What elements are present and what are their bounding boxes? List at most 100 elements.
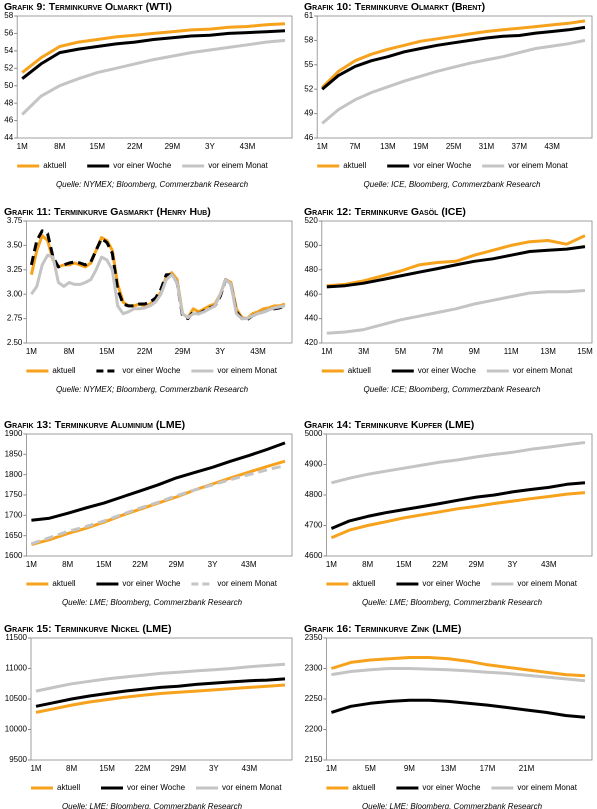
series-line bbox=[35, 677, 286, 708]
y-tick-label: 2250 bbox=[305, 694, 323, 703]
legend-label: vor einem Monat bbox=[508, 161, 568, 170]
legend-label: aktuell bbox=[57, 783, 80, 792]
legend-label: vor einer Woche bbox=[122, 579, 181, 588]
y-tick-label: 2150 bbox=[305, 755, 323, 764]
series-line bbox=[326, 245, 586, 289]
x-tick-label: 29M bbox=[469, 560, 485, 569]
legend-label: aktuell bbox=[352, 783, 375, 792]
x-tick-label: 31M bbox=[479, 142, 495, 151]
legend-label: aktuell bbox=[343, 161, 366, 170]
series-line bbox=[330, 481, 586, 530]
x-tick-label: 43M bbox=[250, 347, 266, 356]
source-note: Quelle: NYMEX; Bloomberg, Commerzbank Re… bbox=[56, 385, 249, 394]
y-tick-label: 50 bbox=[4, 81, 13, 90]
x-tick-label: 1M bbox=[26, 560, 37, 569]
y-tick-label: 46 bbox=[304, 133, 313, 142]
series-line bbox=[30, 464, 286, 546]
y-tick-label: 2200 bbox=[305, 725, 323, 734]
y-tick-label: 11500 bbox=[5, 633, 27, 642]
y-tick-label: 3.75 bbox=[7, 216, 23, 225]
y-tick-label: 3.50 bbox=[7, 241, 23, 250]
source-note: Quelle: ICE; Bloomberg, Commerzbank Rese… bbox=[364, 385, 542, 394]
legend-label: vor einer Woche bbox=[418, 366, 477, 375]
source-note: Quelle: LME; Bloomberg, Commerzbank Rese… bbox=[362, 598, 543, 607]
x-tick-label: 37M bbox=[512, 142, 528, 151]
legend-label: vor einer Woche bbox=[122, 366, 181, 375]
x-tick-label: 1M bbox=[321, 347, 332, 356]
y-tick-label: 54 bbox=[4, 46, 13, 55]
y-tick-label: 1850 bbox=[5, 449, 23, 458]
y-tick-label: 1650 bbox=[5, 531, 23, 540]
legend-label: vor einem Monat bbox=[217, 366, 277, 375]
x-tick-label: 43M bbox=[242, 764, 258, 773]
series-line bbox=[331, 441, 586, 485]
y-tick-label: 46 bbox=[4, 116, 13, 125]
y-tick-label: 48 bbox=[4, 98, 13, 107]
y-tick-label: 2350 bbox=[305, 633, 323, 642]
x-tick-label: 9M bbox=[469, 347, 480, 356]
x-tick-label: 3Y bbox=[209, 764, 219, 773]
x-tick-label: 22M bbox=[135, 764, 151, 773]
y-tick-label: 460 bbox=[304, 289, 318, 298]
x-tick-label: 8M bbox=[66, 764, 77, 773]
y-tick-label: 440 bbox=[304, 314, 318, 323]
x-tick-label: 7M bbox=[432, 347, 443, 356]
y-tick-label: 58 bbox=[304, 36, 313, 45]
y-tick-label: 2.50 bbox=[7, 338, 23, 347]
x-tick-label: 29M bbox=[169, 560, 185, 569]
y-tick-label: 58 bbox=[4, 11, 13, 20]
x-tick-label: 43M bbox=[541, 560, 557, 569]
x-tick-label: 13M bbox=[441, 764, 457, 773]
chart-title: Grafik 11: Terminkurve Gasmarkt (Henry H… bbox=[4, 206, 211, 218]
y-tick-label: 2300 bbox=[305, 664, 323, 673]
chart-title: Grafik 9: Terminkurve Olmarkt (WTI) bbox=[4, 1, 172, 13]
series-line bbox=[29, 229, 286, 322]
x-tick-label: 11M bbox=[504, 347, 519, 356]
x-tick-label: 3Y bbox=[215, 347, 225, 356]
plot-frame bbox=[316, 15, 593, 139]
chart-title: Grafik 13: Terminkurve Aluminium (LME) bbox=[4, 419, 185, 431]
y-tick-label: 1900 bbox=[5, 429, 23, 438]
x-tick-label: 25M bbox=[446, 142, 462, 151]
series-line bbox=[326, 289, 586, 335]
plot-frame bbox=[25, 433, 293, 557]
series-line bbox=[21, 22, 286, 74]
x-tick-label: 22M bbox=[432, 560, 448, 569]
series-line bbox=[321, 25, 586, 91]
plot-frame bbox=[321, 220, 593, 344]
x-tick-label: 8M bbox=[64, 347, 75, 356]
plot-frame bbox=[325, 637, 593, 761]
y-tick-label: 56 bbox=[4, 29, 13, 38]
source-note: Quelle: LME; Bloomberg, Commerzbank Rese… bbox=[62, 598, 243, 607]
x-tick-label: 3Y bbox=[205, 142, 215, 151]
y-tick-label: 3.00 bbox=[7, 289, 23, 298]
series-line bbox=[321, 38, 586, 125]
y-tick-label: 61 bbox=[304, 11, 313, 20]
chart-title: Grafik 12: Terminkurve Gasöl (ICE) bbox=[304, 206, 466, 218]
source-note: Quelle: LME; Bloomberg, Commerzbank Rese… bbox=[362, 802, 543, 809]
x-tick-label: 8M bbox=[62, 560, 73, 569]
chart-title: Grafik 15: Terminkurve Nickel (LME) bbox=[4, 623, 171, 635]
series-line bbox=[330, 698, 586, 719]
x-tick-label: 1M bbox=[326, 560, 337, 569]
x-tick-label: 1M bbox=[30, 764, 41, 773]
y-tick-label: 49 bbox=[304, 109, 313, 118]
x-tick-label: 15M bbox=[96, 560, 112, 569]
x-tick-label: 17M bbox=[480, 764, 496, 773]
y-tick-label: 4700 bbox=[305, 521, 323, 530]
x-tick-label: 15M bbox=[99, 347, 115, 356]
chart-title: Grafik 16: Terminkurve Zink (LME) bbox=[304, 623, 461, 635]
x-tick-label: 15M bbox=[90, 142, 106, 151]
series-line bbox=[35, 662, 286, 693]
series-line bbox=[330, 656, 586, 678]
y-tick-label: 420 bbox=[304, 338, 318, 347]
y-tick-label: 55 bbox=[304, 60, 313, 69]
chart-title: Grafik 10: Terminkurve Olmarkt (Brent) bbox=[304, 1, 485, 13]
legend-label: aktuell bbox=[43, 161, 66, 170]
series-line bbox=[321, 19, 586, 89]
legend-label: vor einer Woche bbox=[127, 783, 186, 792]
y-tick-label: 2.75 bbox=[7, 314, 23, 323]
x-tick-label: 43M bbox=[241, 560, 257, 569]
legend-label: vor einem Monat bbox=[513, 366, 573, 375]
plot-frame bbox=[16, 15, 293, 139]
